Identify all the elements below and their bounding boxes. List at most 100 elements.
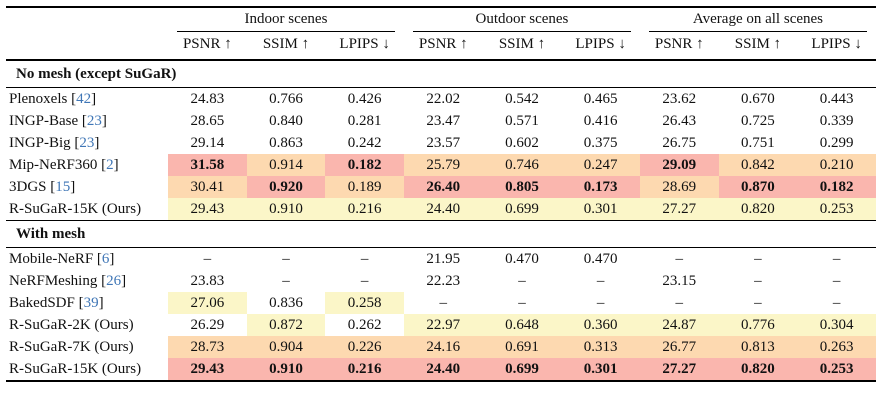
metric-cell: 29.14 bbox=[190, 135, 225, 151]
citation-link[interactable]: 15 bbox=[55, 179, 71, 195]
metric-cell: – bbox=[203, 251, 212, 267]
metric-cell: – bbox=[832, 251, 841, 267]
metric-header: PSNR ↑ bbox=[639, 32, 719, 61]
metric-cell: 25.79 bbox=[403, 154, 483, 176]
metric-cell: 0.805 bbox=[482, 176, 562, 198]
citation-link[interactable]: 39 bbox=[83, 295, 99, 311]
metric-cell: 24.16 bbox=[403, 336, 483, 358]
metric-cell: 0.872 bbox=[246, 314, 326, 336]
metric-cell: 28.69 bbox=[639, 176, 719, 198]
citation-link[interactable]: 2 bbox=[106, 157, 114, 173]
table-row: BakedSDF [39] 27.06 0.836 0.258 – – – – – – bbox=[6, 292, 876, 314]
metric-cell: – bbox=[518, 295, 526, 311]
method-name: BakedSDF bbox=[9, 295, 75, 311]
metric-cell: 0.339 bbox=[819, 113, 854, 129]
metric-cell: 0.210 bbox=[797, 154, 876, 176]
metric-cell: 0.842 bbox=[718, 154, 798, 176]
method-name: INGP-Big bbox=[9, 135, 71, 151]
metric-cell: 0.870 bbox=[718, 176, 798, 198]
metric-header: SSIM ↑ bbox=[718, 32, 798, 61]
metric-cell: – bbox=[360, 273, 369, 289]
table-row: INGP-Big [23] 29.14 0.863 0.242 23.57 0.602 0.… bbox=[6, 132, 876, 154]
metric-cell: 23.62 bbox=[662, 91, 697, 107]
metric-cell: 0.699 bbox=[482, 198, 562, 220]
metric-cell: 0.470 bbox=[583, 251, 618, 267]
metric-cell: – bbox=[596, 273, 605, 289]
metric-cell: 0.542 bbox=[505, 91, 539, 107]
metric-cell: 0.258 bbox=[325, 292, 404, 314]
method-label: BakedSDF [39] bbox=[6, 292, 168, 314]
metric-cell: 0.313 bbox=[561, 336, 640, 358]
metric-cell: 29.43 bbox=[168, 358, 247, 380]
metric-cell: 23.83 bbox=[190, 273, 225, 289]
method-name: 3DGS bbox=[9, 179, 47, 195]
corner-spacer bbox=[6, 8, 168, 32]
method-label: Mip-NeRF360 [2] bbox=[6, 154, 168, 176]
method-label: R-SuGaR-7K (Ours) bbox=[6, 336, 168, 358]
metric-cell: 26.40 bbox=[403, 176, 483, 198]
metric-cell: 0.910 bbox=[246, 358, 326, 380]
metric-cell: – bbox=[675, 295, 684, 311]
metric-cell: 22.23 bbox=[426, 273, 461, 289]
method-label: Mobile-NeRF [6] bbox=[6, 248, 168, 270]
metric-cell: 0.189 bbox=[325, 176, 404, 198]
metric-cell: 0.470 bbox=[505, 251, 539, 267]
metric-cell: 28.65 bbox=[190, 113, 225, 129]
metric-cell: 23.47 bbox=[426, 113, 461, 129]
metric-header: PSNR ↑ bbox=[403, 32, 483, 61]
metric-cell: 24.83 bbox=[190, 91, 225, 107]
metric-cell: – bbox=[360, 251, 369, 267]
metric-cell: 23.57 bbox=[426, 135, 461, 151]
metric-cell: 28.73 bbox=[168, 336, 247, 358]
metric-cell: 26.43 bbox=[662, 113, 697, 129]
group-label-outdoor: Outdoor scenes bbox=[412, 11, 631, 32]
metric-cell: 0.263 bbox=[797, 336, 876, 358]
citation-link[interactable]: 23 bbox=[79, 135, 95, 151]
group-label-average: Average on all scenes bbox=[648, 11, 867, 32]
metric-cell: – bbox=[832, 273, 841, 289]
table-row: 3DGS [15] 30.41 0.920 0.189 26.40 0.805 0.173 2… bbox=[6, 176, 876, 198]
metric-cell: 21.95 bbox=[426, 251, 461, 267]
metric-header: LPIPS ↓ bbox=[797, 32, 876, 61]
metric-cell: 27.27 bbox=[639, 358, 719, 380]
results-table: Indoor scenes Outdoor scenes Average on … bbox=[6, 8, 876, 380]
citation-link[interactable]: 23 bbox=[86, 113, 102, 129]
metric-cell: 0.840 bbox=[269, 113, 303, 129]
metric-cell: 0.253 bbox=[797, 358, 876, 380]
metric-cell: 0.253 bbox=[797, 198, 876, 220]
citation-link[interactable]: 42 bbox=[76, 91, 92, 107]
metric-cell: 29.43 bbox=[168, 198, 247, 220]
metric-cell: – bbox=[675, 251, 684, 267]
metric-cell: 23.15 bbox=[662, 273, 697, 289]
method-label: Plenoxels [42] bbox=[6, 88, 168, 110]
metric-cell: 0.920 bbox=[246, 176, 326, 198]
metric-cell: – bbox=[518, 273, 526, 289]
metric-cell: – bbox=[596, 295, 605, 311]
table-row: Mobile-NeRF [6] – – – 21.95 0.470 0.470 – – – bbox=[6, 248, 876, 270]
metric-cell: 0.281 bbox=[347, 113, 382, 129]
metric-header: SSIM ↑ bbox=[482, 32, 562, 61]
method-name: R-SuGaR-15K (Ours) bbox=[9, 361, 142, 377]
metric-cell: 0.820 bbox=[718, 358, 798, 380]
metric-cell: 0.360 bbox=[561, 314, 640, 336]
citation-link[interactable]: 6 bbox=[101, 251, 110, 267]
method-name: R-SuGaR-7K (Ours) bbox=[9, 339, 134, 355]
metric-cell: 22.02 bbox=[426, 91, 461, 107]
method-label: R-SuGaR-15K (Ours) bbox=[6, 198, 168, 220]
method-name: Plenoxels bbox=[9, 91, 68, 107]
metric-header-row: PSNR ↑ SSIM ↑ LPIPS ↓ PSNR ↑ SSIM ↑ LPIPS ↓ PS… bbox=[6, 32, 876, 61]
metric-cell: 0.725 bbox=[741, 113, 775, 129]
method-name: R-SuGaR-15K (Ours) bbox=[9, 201, 142, 217]
metric-cell: 0.813 bbox=[718, 336, 798, 358]
citation-link[interactable]: 26 bbox=[106, 273, 122, 289]
section-row: No mesh (except SuGaR) bbox=[6, 61, 876, 88]
method-name: R-SuGaR-2K (Ours) bbox=[9, 317, 134, 333]
metric-cell: 0.836 bbox=[269, 295, 303, 311]
metric-cell: 0.301 bbox=[561, 198, 640, 220]
metric-cell: 0.465 bbox=[583, 91, 618, 107]
metric-cell: 0.301 bbox=[561, 358, 640, 380]
table-row: Mip-NeRF360 [2] 31.58 0.914 0.182 25.79 0.746… bbox=[6, 154, 876, 176]
metric-cell: 0.216 bbox=[325, 198, 404, 220]
metric-cell: 0.746 bbox=[482, 154, 562, 176]
metric-cell: 0.776 bbox=[718, 314, 798, 336]
